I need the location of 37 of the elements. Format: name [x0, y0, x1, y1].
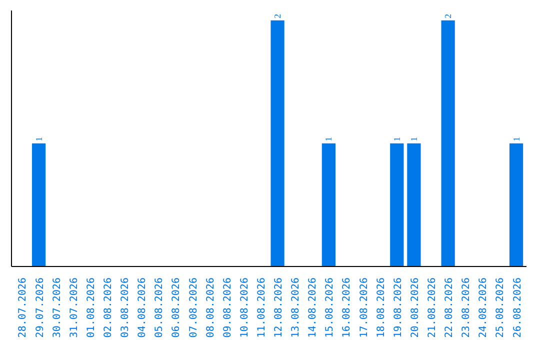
x-tick-label: 25.08.2026	[495, 277, 506, 338]
data-label: 1	[324, 136, 334, 142]
x-tick-label: 02.08.2026	[102, 277, 114, 338]
x-tick-label: 29.07.2026	[34, 277, 46, 338]
x-tick-label: 13.08.2026	[290, 277, 302, 338]
data-label: 1	[511, 136, 522, 142]
x-tick-label: 12.08.2026	[274, 277, 285, 338]
x-tick-label: 07.08.2026	[188, 277, 200, 338]
x-tick-label: 08.08.2026	[205, 277, 216, 338]
x-tick-label: 28.07.2026	[18, 277, 29, 338]
x-tick-label: 10.08.2026	[239, 277, 250, 338]
x-tick-label: 30.07.2026	[52, 277, 63, 338]
x-tick-label: 11.08.2026	[256, 277, 268, 338]
x-tick-label: 01.08.2026	[86, 277, 97, 338]
x-tick-label: 03.08.2026	[120, 277, 132, 338]
x-tick-label: 22.08.2026	[444, 277, 456, 338]
data-label: 1	[34, 136, 44, 142]
x-tick-label: 31.07.2026	[68, 277, 80, 338]
x-tick-label: 15.08.2026	[324, 277, 336, 338]
x-tick-label: 21.08.2026	[427, 277, 438, 338]
x-tick-label: 18.08.2026	[376, 277, 387, 338]
x-tick-label: 19.08.2026	[392, 277, 404, 338]
x-tick-label: 17.08.2026	[358, 277, 370, 338]
x-tick-label: 26.08.2026	[512, 277, 524, 338]
data-label: 1	[408, 136, 419, 142]
x-tick-label: 05.08.2026	[154, 277, 166, 338]
x-tick-label: 23.08.2026	[461, 277, 472, 338]
data-label: 2	[272, 14, 283, 18]
x-tick-label: 04.08.2026	[137, 277, 148, 338]
x-tick-label: 16.08.2026	[342, 277, 353, 338]
x-tick-label: 09.08.2026	[222, 277, 234, 338]
x-tick-label: 20.08.2026	[410, 277, 421, 338]
data-label: 2	[443, 14, 454, 18]
x-tick-label: 06.08.2026	[171, 277, 182, 338]
data-label: 1	[392, 136, 402, 142]
x-tick-label: 24.08.2026	[478, 277, 490, 338]
x-tick-label: 14.08.2026	[308, 277, 319, 338]
